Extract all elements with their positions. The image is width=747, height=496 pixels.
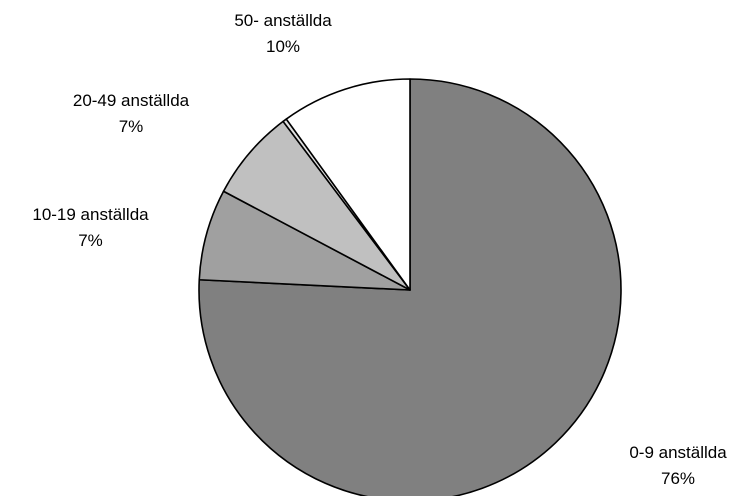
slice-category-0-9: 0-9 anställda bbox=[629, 443, 727, 462]
pie-slice-4 bbox=[285, 78, 411, 291]
slice-percent-50-plus: 10% bbox=[265, 37, 301, 56]
pie-slice-0 bbox=[198, 78, 622, 496]
slice-label-10-19: 10-19 anställda 7% bbox=[8, 202, 173, 254]
slice-category-50-plus: 50- anställda bbox=[234, 11, 332, 30]
slice-category-20-49: 20-49 anställda bbox=[72, 91, 190, 110]
slice-category-10-19: 10-19 anställda bbox=[32, 205, 149, 224]
slice-label-50-plus: 50- anställda 10% bbox=[208, 8, 358, 60]
slice-label-0-9: 0-9 anställda 76% bbox=[608, 440, 747, 492]
slice-percent-0-9: 76% bbox=[660, 469, 696, 488]
slice-label-20-49: 20-49 anställda 7% bbox=[46, 88, 216, 140]
slice-percent-20-49: 7% bbox=[118, 117, 144, 136]
slice-percent-10-19: 7% bbox=[78, 231, 103, 250]
